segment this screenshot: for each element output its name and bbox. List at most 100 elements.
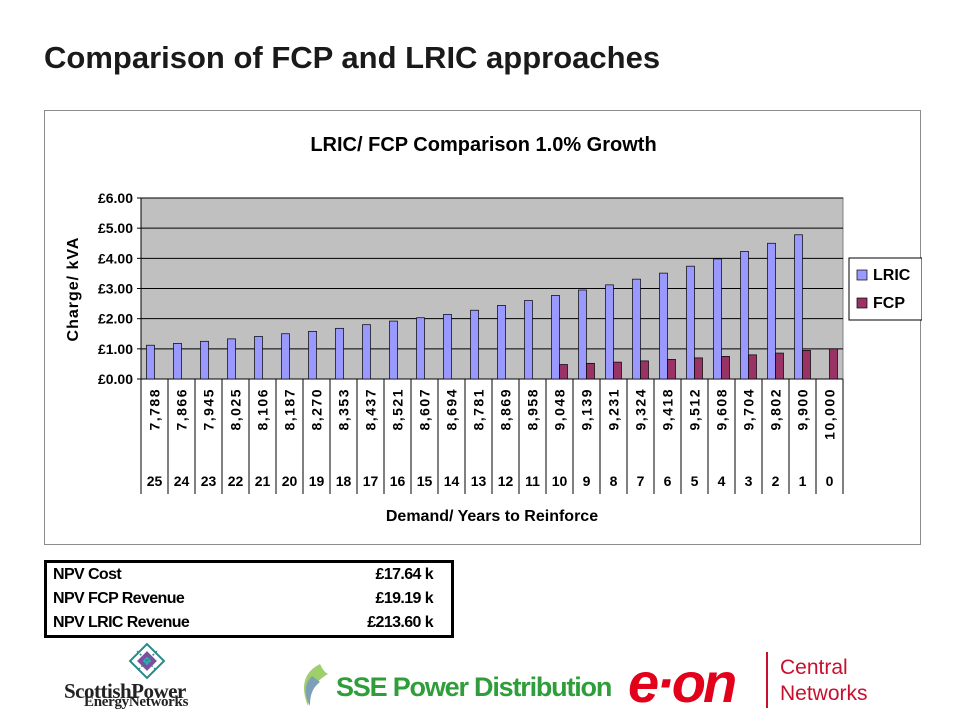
lric-bar [335, 327, 344, 380]
years-to-reinforce-label: 3 [745, 473, 753, 489]
lric-bar [416, 317, 425, 380]
lric-bar [605, 284, 614, 380]
years-to-reinforce-label: 22 [228, 473, 244, 489]
years-to-reinforce-label: 21 [255, 473, 271, 489]
npv-label: NPV FCP Revenue [53, 590, 185, 607]
legend-swatch-fcp [856, 297, 868, 309]
legend-label-fcp: FCP [873, 295, 905, 312]
fcp-bar [667, 359, 676, 380]
npv-summary-table: NPV Cost £17.64 k NPV FCP Revenue £19.19… [44, 560, 454, 638]
legend-swatch-lric [856, 269, 868, 281]
years-to-reinforce-label: 17 [363, 473, 379, 489]
years-to-reinforce-label: 1 [799, 473, 807, 489]
x-category-label: 8,353 [336, 388, 352, 431]
lric-bar [146, 344, 155, 380]
page-title: Comparison of FCP and LRIC approaches [44, 40, 661, 75]
years-to-reinforce-label: 8 [610, 473, 618, 489]
x-category-label: 9,900 [795, 388, 811, 431]
lric-bar [578, 289, 587, 380]
x-category-label: 8,025 [228, 388, 244, 431]
x-category-label: 9,048 [552, 388, 568, 431]
x-category-label: 8,521 [390, 388, 406, 431]
fcp-bar [829, 348, 838, 380]
legend-label-lric: LRIC [873, 267, 911, 284]
lric-bar [794, 234, 803, 380]
npv-label: NPV LRIC Revenue [53, 614, 190, 631]
lric-bar [173, 343, 182, 380]
years-to-reinforce-label: 24 [174, 473, 190, 489]
fcp-bar [613, 361, 622, 380]
eon-logo-subtext: Networks [780, 682, 868, 705]
lric-bar [524, 300, 533, 380]
npv-row: NPV LRIC Revenue £213.60 k [53, 614, 434, 636]
lric-bar [686, 265, 695, 380]
scottish-power-emblem-icon [128, 642, 166, 680]
x-category-label: 8,958 [525, 388, 541, 431]
fcp-bar [802, 349, 811, 380]
years-to-reinforce-label: 19 [309, 473, 325, 489]
x-category-label: 7,788 [147, 388, 163, 431]
npv-value: £19.19 k [375, 590, 434, 607]
lric-bar [200, 340, 209, 380]
lric-bar [362, 324, 371, 380]
lric-bar [470, 309, 479, 380]
legend-box [848, 257, 922, 321]
x-category-label: 8,694 [444, 388, 460, 431]
npv-label: NPV Cost [53, 566, 122, 583]
x-category-label: 9,704 [741, 388, 757, 431]
x-category-label: 9,608 [714, 388, 730, 431]
y-tick-label: £2.00 [98, 311, 133, 327]
years-to-reinforce-label: 6 [664, 473, 672, 489]
years-to-reinforce-label: 2 [772, 473, 780, 489]
fcp-bar [775, 352, 784, 380]
years-to-reinforce-label: 10 [552, 473, 568, 489]
x-category-label: 9,231 [606, 388, 622, 431]
fcp-bar [748, 354, 757, 380]
fcp-bar [559, 364, 568, 380]
npv-value: £213.60 k [367, 614, 433, 631]
years-to-reinforce-label: 15 [417, 473, 433, 489]
eon-logo-subtext: Central [780, 656, 848, 679]
lric-bar [227, 338, 236, 380]
scottish-power-logo-subtext: EnergyNetworks [84, 694, 189, 710]
fcp-bar [640, 360, 649, 380]
x-category-label: 8,187 [282, 388, 298, 431]
lric-bar [389, 320, 398, 380]
npv-value: £17.64 k [375, 566, 434, 583]
fcp-bar [721, 356, 730, 380]
years-to-reinforce-label: 0 [826, 473, 834, 489]
y-tick-label: £5.00 [98, 220, 133, 236]
x-category-label: 8,607 [417, 388, 433, 431]
years-to-reinforce-label: 18 [336, 473, 352, 489]
years-to-reinforce-label: 20 [282, 473, 298, 489]
x-category-label: 8,781 [471, 388, 487, 431]
sse-swirl-icon [304, 664, 328, 706]
x-category-label: 9,512 [687, 388, 703, 431]
scottish-power-logo-text: ScottishPower [64, 679, 186, 703]
lric-bar [497, 305, 506, 380]
lric-bar [443, 314, 452, 380]
years-to-reinforce-label: 25 [147, 473, 163, 489]
x-category-label: 7,945 [201, 388, 217, 431]
years-to-reinforce-label: 16 [390, 473, 406, 489]
years-to-reinforce-label: 11 [525, 473, 540, 489]
x-category-label: 9,802 [768, 388, 784, 431]
years-to-reinforce-label: 23 [201, 473, 217, 489]
lric-bar [740, 251, 749, 380]
x-category-label: 10,000 [822, 388, 838, 440]
y-tick-label: £4.00 [98, 250, 133, 266]
y-axis-label: Charge/ kVA [65, 237, 82, 342]
years-to-reinforce-label: 13 [471, 473, 487, 489]
x-category-label: 9,324 [633, 388, 649, 431]
lric-bar [281, 333, 290, 380]
bar-chart: LRIC/ FCP Comparison 1.0% Growth £0.00 £1.… [65, 134, 922, 525]
y-tick-label: £6.00 [98, 190, 133, 206]
x-axis-label: Demand/ Years to Reinforce [386, 508, 598, 525]
chart-title: LRIC/ FCP Comparison 1.0% Growth [310, 134, 656, 156]
lric-bar [308, 330, 317, 380]
x-category-label: 7,866 [174, 388, 190, 431]
y-tick-label: £3.00 [98, 281, 133, 297]
x-category-label: 9,418 [660, 388, 676, 431]
y-tick-label: £1.00 [98, 341, 133, 357]
lric-bar [659, 272, 668, 380]
